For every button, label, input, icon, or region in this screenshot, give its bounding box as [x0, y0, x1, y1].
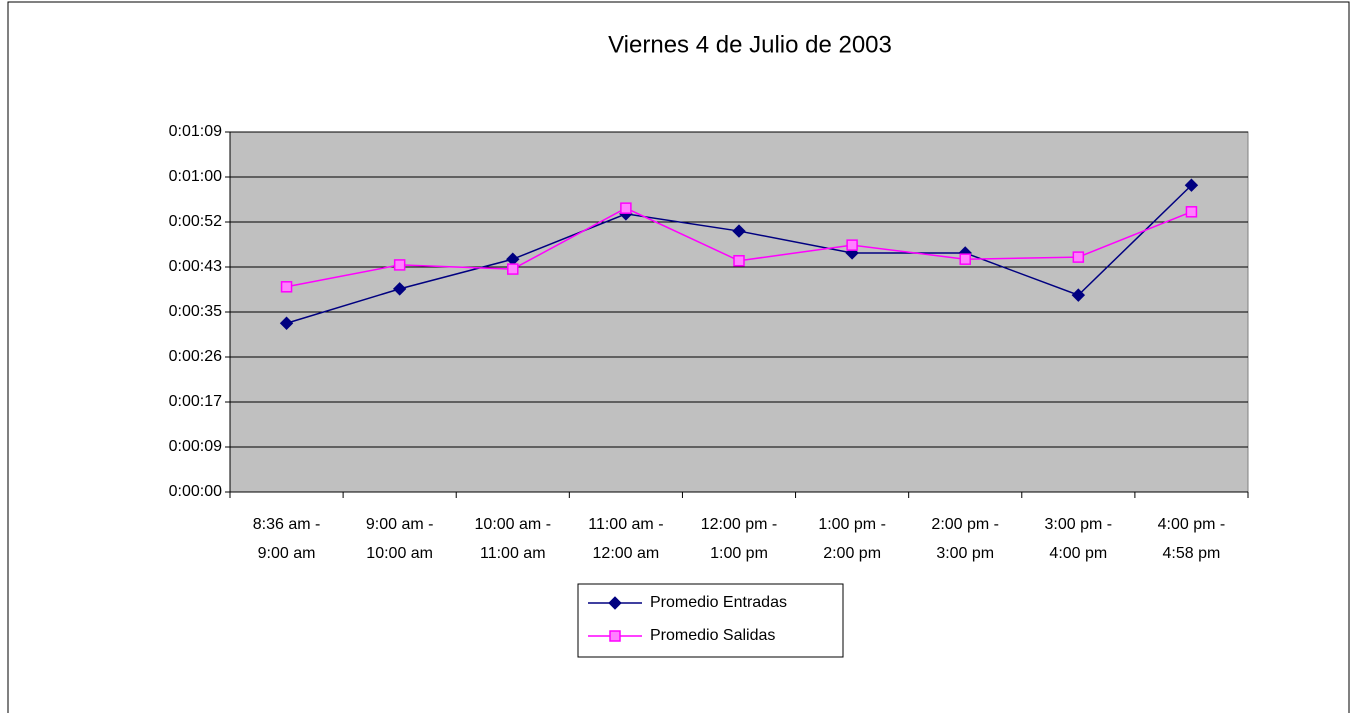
legend-label: Promedio Salidas [650, 627, 775, 644]
y-tick-label: 0:00:35 [169, 303, 222, 320]
x-tick-label: 1:00 pm [710, 545, 768, 562]
x-tick-label: 12:00 am [593, 545, 660, 562]
x-tick-label: 12:00 pm - [701, 516, 777, 533]
x-tick-label: 9:00 am - [366, 516, 434, 533]
x-tick-label: 2:00 pm - [931, 516, 999, 533]
y-tick-label: 0:01:09 [169, 123, 222, 140]
x-tick-label: 2:00 pm [823, 545, 881, 562]
point [1072, 251, 1085, 263]
y-tick-label: 0:01:00 [169, 168, 222, 185]
point [846, 239, 858, 251]
x-tick-label: 3:00 pm [936, 545, 994, 562]
point [1184, 178, 1199, 192]
legend-label: Promedio Entradas [650, 594, 787, 611]
y-tick-label: 0:00:43 [169, 258, 222, 275]
x-tick-label: 10:00 am [366, 545, 433, 562]
x-tick-label: 3:00 pm - [1045, 516, 1113, 533]
y-tick-label: 0:00:52 [169, 213, 222, 230]
y-tick-label: 0:00:00 [169, 483, 222, 500]
chart-title: Viernes 4 de Julio de 2003 [608, 31, 892, 58]
point [392, 282, 407, 296]
x-tick-label: 8:36 am - [253, 516, 321, 533]
y-tick-label: 0:00:17 [169, 393, 222, 410]
x-tick-label: 11:00 am [480, 545, 546, 562]
x-tick-label: 4:00 pm - [1158, 516, 1226, 533]
x-tick-label: 4:00 pm [1049, 545, 1107, 562]
x-tick-label: 4:58 pm [1163, 545, 1221, 562]
point [608, 596, 622, 610]
legend [577, 583, 844, 658]
point [507, 263, 519, 275]
point [959, 253, 971, 265]
point [620, 202, 632, 214]
point [279, 316, 294, 330]
y-tick-label: 0:00:09 [169, 438, 222, 455]
point [1185, 206, 1198, 218]
x-tick-label: 10:00 am - [475, 516, 551, 533]
point [393, 259, 406, 271]
point [733, 255, 745, 267]
point [732, 224, 746, 238]
x-tick-label: 1:00 pm - [818, 516, 886, 533]
y-tick-label: 0:00:26 [169, 348, 222, 365]
x-tick-label: 11:00 am - [588, 516, 663, 533]
point [280, 281, 293, 293]
point [1071, 288, 1086, 302]
x-tick-label: 9:00 am [258, 545, 316, 562]
point [609, 630, 621, 642]
